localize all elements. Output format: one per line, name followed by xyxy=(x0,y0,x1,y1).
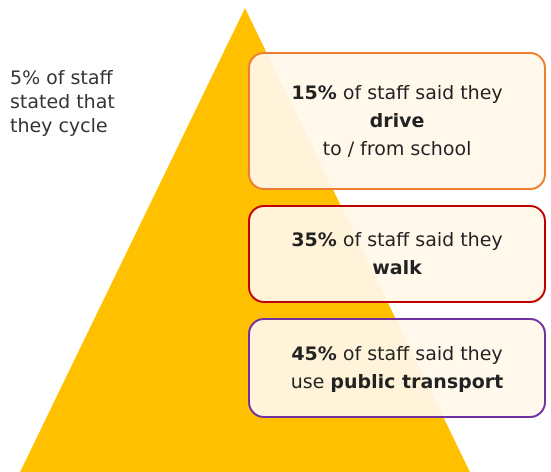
box-line: 45% of staff said they xyxy=(291,340,502,368)
emphasis: drive xyxy=(369,110,425,132)
note-line: 5% of staff xyxy=(10,67,113,89)
text: of staff said they xyxy=(336,229,503,251)
emphasis: 15% xyxy=(291,82,337,104)
info-box: 35% of staff said they walk xyxy=(248,205,546,303)
emphasis: public transport xyxy=(330,371,504,393)
box-line: drive xyxy=(370,107,425,135)
box-line: 35% of staff said they xyxy=(291,226,502,254)
note-line: stated that xyxy=(10,91,115,113)
box-line: walk xyxy=(372,254,422,282)
text: of staff said they xyxy=(336,82,503,104)
note-line: they cycle xyxy=(10,115,108,137)
box-line: to / from school xyxy=(323,135,472,163)
box-line: 15% of staff said they xyxy=(291,79,502,107)
info-box: 45% of staff said they use public transpo… xyxy=(248,318,546,418)
info-box: 15% of staff said they drive to / from sch… xyxy=(248,52,546,190)
text: use xyxy=(290,371,331,393)
emphasis: 35% xyxy=(291,229,337,251)
emphasis: walk xyxy=(372,257,422,279)
text: of staff said they xyxy=(336,343,503,365)
emphasis: 45% xyxy=(291,343,337,365)
box-line: use public transport xyxy=(291,368,504,396)
cycle-note: 5% of staff stated that they cycle xyxy=(10,66,115,138)
text: to / from school xyxy=(322,138,472,160)
